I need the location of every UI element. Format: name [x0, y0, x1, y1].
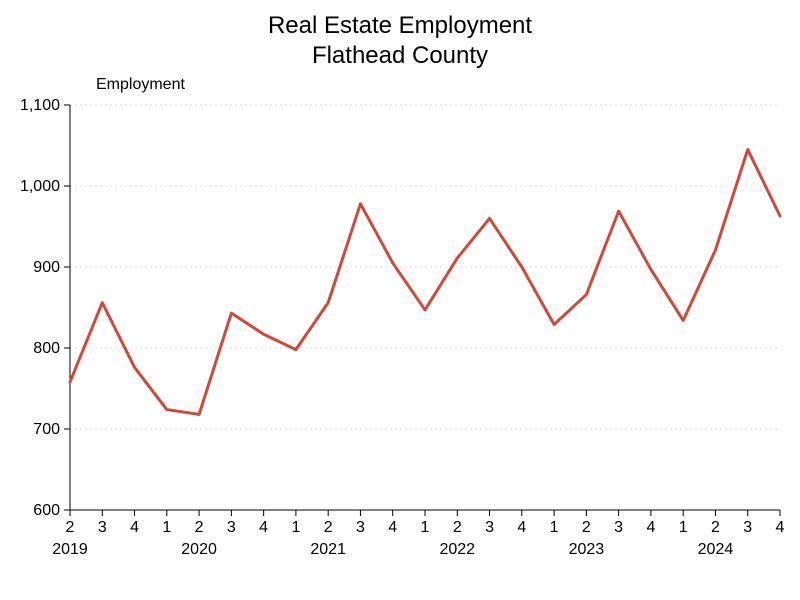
x-quarter-label: 1	[421, 519, 430, 536]
x-quarter-label: 4	[388, 519, 397, 536]
y-tick-label: 1,000	[20, 178, 60, 195]
x-quarter-label: 4	[130, 519, 139, 536]
x-year-label: 2023	[569, 541, 605, 558]
x-year-label: 2024	[698, 541, 734, 558]
x-quarter-label: 1	[291, 519, 300, 536]
x-quarter-label: 1	[679, 519, 688, 536]
x-quarter-label: 2	[66, 519, 75, 536]
y-tick-label: 800	[33, 340, 60, 357]
y-tick-label: 900	[33, 259, 60, 276]
x-quarter-label: 2	[582, 519, 591, 536]
x-quarter-label: 3	[743, 519, 752, 536]
x-quarter-label: 4	[646, 519, 655, 536]
y-tick-label: 1,100	[20, 97, 60, 114]
data-line	[70, 150, 780, 415]
x-quarter-label: 4	[517, 519, 526, 536]
x-year-label: 2020	[181, 541, 217, 558]
x-quarter-label: 2	[324, 519, 333, 536]
x-year-label: 2022	[439, 541, 475, 558]
y-tick-label: 600	[33, 502, 60, 519]
x-quarter-label: 3	[227, 519, 236, 536]
x-year-label: 2019	[52, 541, 88, 558]
x-quarter-label: 1	[550, 519, 559, 536]
x-quarter-label: 4	[776, 519, 785, 536]
x-quarter-label: 3	[485, 519, 494, 536]
x-quarter-label: 3	[356, 519, 365, 536]
x-quarter-label: 2	[711, 519, 720, 536]
x-quarter-label: 2	[453, 519, 462, 536]
x-quarter-label: 2	[195, 519, 204, 536]
y-tick-label: 700	[33, 421, 60, 438]
x-quarter-label: 3	[98, 519, 107, 536]
chart-svg: 600 700 800 900 1,000 1,100 2 3 4 1 2 3 4 1 2 3 4 1 2 3 4 1 2 3…	[0, 0, 800, 600]
x-quarter-label: 4	[259, 519, 268, 536]
x-quarter-label: 1	[162, 519, 171, 536]
x-quarter-label: 3	[614, 519, 623, 536]
x-year-label: 2021	[310, 541, 346, 558]
chart-container: Real Estate Employment Flathead County E…	[0, 0, 800, 600]
